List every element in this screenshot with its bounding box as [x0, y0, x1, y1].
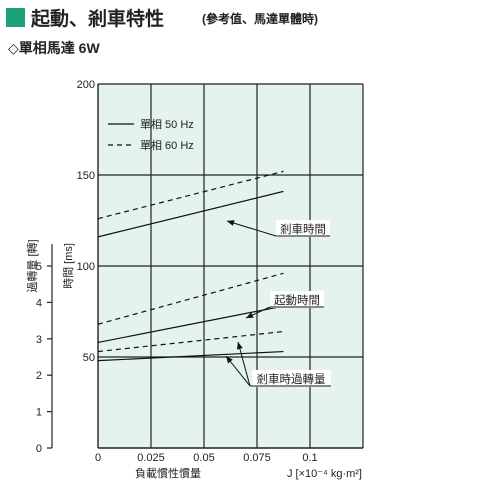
chart-title-note: (參考值、馬達單體時): [202, 12, 318, 26]
legend-label: 單相 60 Hz: [140, 139, 194, 152]
annotation-label-bg: [270, 291, 324, 308]
y2-tick-label: 1: [36, 407, 42, 419]
y2-tick-label: 3: [36, 334, 42, 346]
annotation-leader: [226, 220, 277, 237]
legend-label: 單相 50 Hz: [140, 118, 194, 131]
y2-axis-label: 過轉量 [轉]: [26, 239, 39, 292]
annotation-label-bg: [252, 370, 331, 387]
x-tick-label: 0.05: [193, 452, 214, 464]
series-line: [97, 170, 284, 220]
y-tick-label: 200: [77, 79, 95, 91]
y-tick-label: 150: [77, 170, 95, 182]
x-tick-label: 0: [95, 452, 101, 464]
chart-title: 起動、剎車特性: [31, 9, 165, 30]
x-axis-unit: J [×10⁻⁴ kg·m²]: [287, 468, 362, 480]
title-marker: [6, 8, 25, 27]
x-tick-label: 0.075: [243, 452, 271, 464]
annotation-arrowhead: [236, 342, 243, 350]
y2-tick-label: 5: [36, 261, 42, 273]
annotation-label-overrun: 剎車時過轉量: [257, 372, 326, 386]
series-line: [97, 350, 284, 362]
series-line: [97, 190, 284, 238]
y2-tick-label: 2: [36, 370, 42, 382]
x-tick-label: 0.1: [302, 452, 317, 464]
annotation-arrowhead: [226, 356, 233, 364]
annotation-label-start-time: 起動時間: [274, 293, 320, 307]
y-tick-label: 100: [77, 261, 95, 273]
annotation-leader: [237, 341, 251, 387]
annotation-arrowhead: [246, 312, 254, 318]
annotation-label-brake-time: 剎車時間: [280, 222, 326, 236]
annotation-arrowhead: [227, 220, 235, 226]
x-tick-label: 0.025: [137, 452, 165, 464]
y2-tick-label: 4: [36, 297, 42, 309]
series-line: [97, 330, 284, 353]
y-tick-label: 50: [83, 352, 95, 364]
y-axis-label: 時間 [ms]: [62, 243, 75, 289]
x-axis-label: 負載慣性慣量: [135, 466, 201, 480]
chart-subtitle: ◇單相馬達 6W: [8, 40, 100, 56]
y2-tick-label: 0: [36, 443, 42, 455]
series-line: [97, 305, 284, 344]
chart-header: 起動、剎車特性 (參考值、馬達單體時): [6, 4, 494, 32]
annotation-label-bg: [276, 220, 330, 237]
